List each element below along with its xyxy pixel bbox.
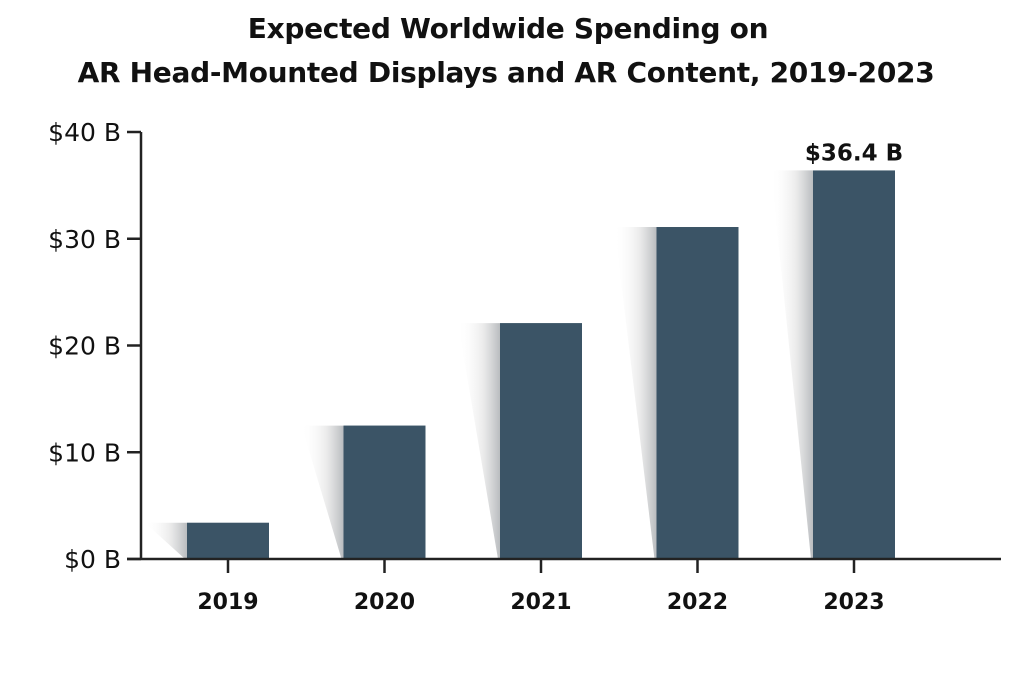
bar-shadow bbox=[301, 425, 344, 559]
x-tick-label: 2019 bbox=[197, 590, 258, 615]
data-label: $36.4 B bbox=[805, 140, 903, 166]
x-tick-label: 2020 bbox=[354, 590, 415, 615]
x-tick-label: 2021 bbox=[510, 590, 571, 615]
bar-2019 bbox=[187, 522, 269, 559]
y-tick-label: $40 B bbox=[48, 118, 121, 147]
y-tick-label: $20 B bbox=[48, 332, 121, 361]
bar-2022 bbox=[656, 227, 739, 559]
chart-title-line-1: Expected Worldwide Spending on bbox=[247, 12, 769, 45]
bar-shadows bbox=[145, 170, 813, 559]
y-tick-label: $0 B bbox=[64, 545, 121, 574]
x-tick-label: 2022 bbox=[667, 590, 728, 615]
labels: $0 B $10 B $20 B $30 B $40 B 2019 2020 2021 2022… bbox=[48, 118, 903, 615]
x-tick-label: 2023 bbox=[823, 590, 884, 615]
bar-shadow bbox=[145, 522, 187, 559]
y-tick-label: $30 B bbox=[48, 225, 121, 254]
y-tick-label: $10 B bbox=[48, 438, 121, 467]
bar-shadow bbox=[771, 170, 813, 559]
bars bbox=[187, 170, 895, 559]
chart-title-line-2: AR Head-Mounted Displays and AR Content,… bbox=[77, 56, 935, 89]
bar-2023 bbox=[813, 170, 895, 559]
bar-2021 bbox=[500, 323, 582, 559]
bar-2020 bbox=[343, 425, 426, 559]
bar-shadow bbox=[614, 227, 657, 559]
axes bbox=[127, 130, 1001, 573]
bar-shadow bbox=[458, 323, 500, 559]
